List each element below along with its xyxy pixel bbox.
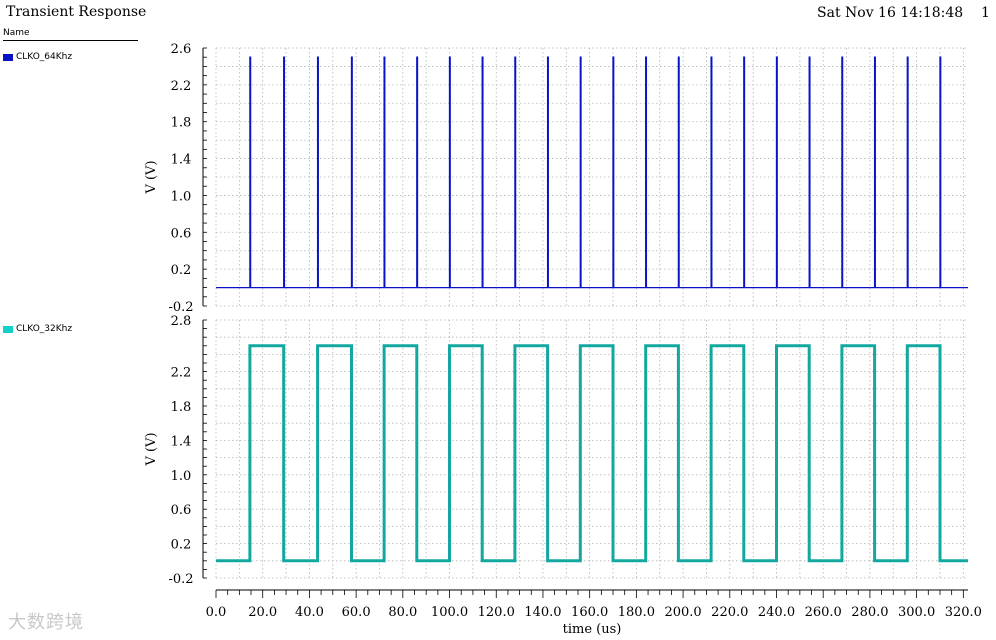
legend-swatch-icon [3,325,13,333]
y-tick-label: 2.8 [171,314,192,329]
timestamp: Sat Nov 16 14:18:48 [817,5,964,21]
x-tick-label: 180.0 [618,605,655,620]
y-tick-label: 0.6 [171,503,192,518]
x-tick-label: 220.0 [711,605,748,620]
y-axis-title: V (V) [144,160,159,194]
y-tick-label: 1.4 [171,153,192,168]
x-axis-title: time (us) [563,622,622,637]
y-tick-label: 0.6 [171,226,192,241]
y-tick-label: 0.2 [171,263,192,278]
legend-label: CLKO_64Khz [16,52,73,62]
x-tick-label: 240.0 [758,605,795,620]
legend-swatch-icon [3,53,13,61]
x-tick-label: 260.0 [805,605,842,620]
watermark-logo: 大数跨境 [8,612,84,633]
y-tick-label: 0.2 [171,538,192,553]
legend-label: CLKO_32Khz [16,324,73,334]
x-tick-label: 280.0 [851,605,888,620]
plot-title: Transient Response [6,4,147,20]
legend-name-header: Name [3,28,138,41]
x-tick-label: 100.0 [431,605,468,620]
y-tick-label: 1.0 [171,469,192,484]
y-tick-label: 2.2 [171,79,192,94]
series-line-clko-32khz [216,344,968,563]
y-tick-label: 2.6 [171,42,192,57]
y-tick-label: 1.0 [171,189,192,204]
x-tick-label: 80.0 [388,605,417,620]
y-tick-label: 1.8 [171,116,192,131]
x-tick-label: 200.0 [664,605,701,620]
x-tick-label: 320.0 [945,605,982,620]
x-tick-label: 0.0 [206,605,227,620]
x-tick-label: 120.0 [478,605,515,620]
series-line-clko-64khz [216,56,968,289]
y-tick-label: 1.8 [171,400,192,415]
x-tick-label: 20.0 [248,605,277,620]
x-tick-label: 40.0 [295,605,324,620]
legend-entry-clko-32khz[interactable]: CLKO_32Khz [3,324,72,334]
x-tick-label: 160.0 [571,605,608,620]
legend-entry-clko-64khz[interactable]: CLKO_64Khz [3,52,72,62]
x-tick-label: 60.0 [342,605,371,620]
y-tick-label: 1.4 [171,434,192,449]
y-tick-label: -0.2 [168,572,193,587]
x-tick-label: 140.0 [524,605,561,620]
y-axis-title: V (V) [144,432,159,466]
page-number: 1 [981,5,990,21]
y-tick-label: 2.2 [171,366,192,381]
x-tick-label: 300.0 [898,605,935,620]
y-tick-label: -0.2 [168,300,193,315]
